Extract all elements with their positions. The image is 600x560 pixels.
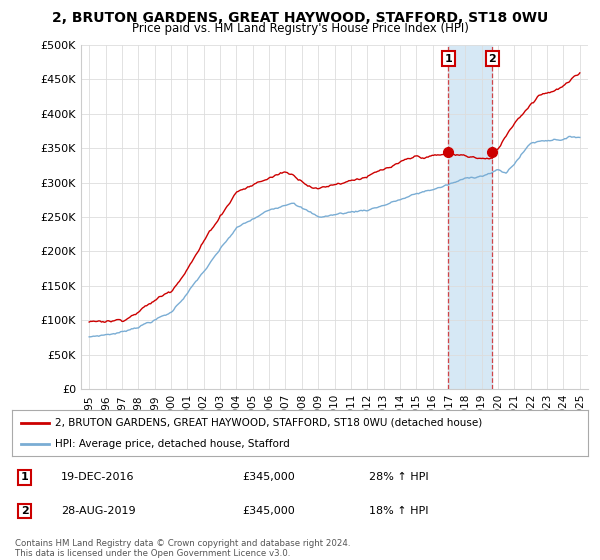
Text: 19-DEC-2016: 19-DEC-2016 bbox=[61, 473, 134, 482]
Text: 2, BRUTON GARDENS, GREAT HAYWOOD, STAFFORD, ST18 0WU: 2, BRUTON GARDENS, GREAT HAYWOOD, STAFFO… bbox=[52, 11, 548, 25]
Text: Contains HM Land Registry data © Crown copyright and database right 2024.
This d: Contains HM Land Registry data © Crown c… bbox=[15, 539, 350, 558]
Text: 18% ↑ HPI: 18% ↑ HPI bbox=[369, 506, 428, 516]
Text: Price paid vs. HM Land Registry's House Price Index (HPI): Price paid vs. HM Land Registry's House … bbox=[131, 22, 469, 35]
Bar bbox=[448, 45, 493, 389]
Text: 1: 1 bbox=[21, 473, 29, 482]
Text: HPI: Average price, detached house, Stafford: HPI: Average price, detached house, Staf… bbox=[55, 439, 290, 449]
Text: 28% ↑ HPI: 28% ↑ HPI bbox=[369, 473, 429, 482]
Text: £345,000: £345,000 bbox=[242, 506, 295, 516]
Text: 28-AUG-2019: 28-AUG-2019 bbox=[61, 506, 136, 516]
Text: 1: 1 bbox=[445, 54, 452, 64]
Text: 2: 2 bbox=[21, 506, 29, 516]
Text: 2: 2 bbox=[488, 54, 496, 64]
Text: £345,000: £345,000 bbox=[242, 473, 295, 482]
Text: 2, BRUTON GARDENS, GREAT HAYWOOD, STAFFORD, ST18 0WU (detached house): 2, BRUTON GARDENS, GREAT HAYWOOD, STAFFO… bbox=[55, 418, 482, 428]
